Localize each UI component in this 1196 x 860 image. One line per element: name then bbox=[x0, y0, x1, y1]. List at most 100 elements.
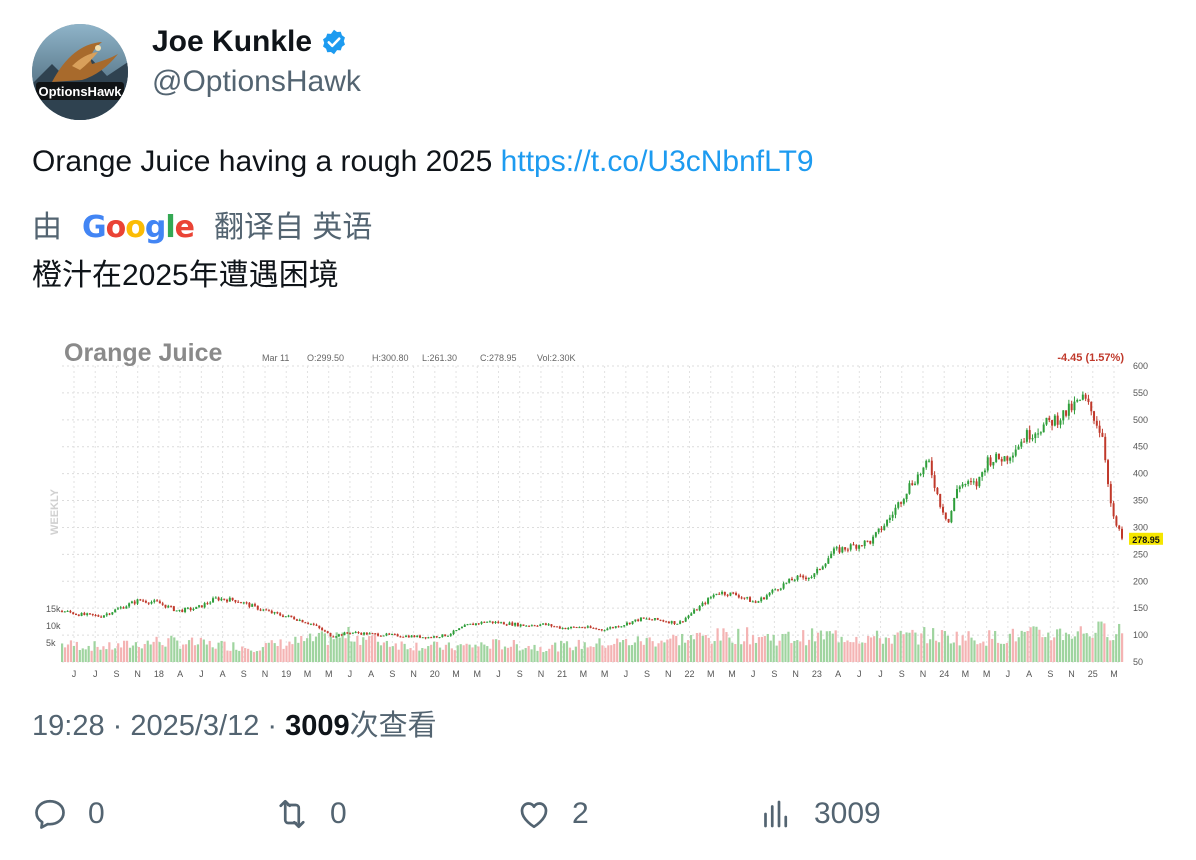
x-tick-label: J bbox=[1006, 669, 1011, 679]
chart-image[interactable]: 600 550 500 450 400 350 300 250 200 150 100 50 J J S N 1… bbox=[32, 332, 1164, 684]
volume-bar bbox=[825, 631, 828, 662]
candle-body bbox=[556, 626, 559, 628]
candle-body bbox=[852, 544, 855, 546]
volume-bar bbox=[1047, 632, 1050, 662]
volume-bar bbox=[371, 635, 374, 662]
candle-body bbox=[449, 634, 452, 636]
x-tick-label: N bbox=[792, 669, 799, 679]
volume-bar bbox=[754, 642, 758, 662]
volume-bar bbox=[689, 635, 693, 662]
x-tick-label: M bbox=[728, 669, 736, 679]
candle-body bbox=[1062, 410, 1065, 421]
like-button[interactable]: 2 bbox=[516, 794, 589, 834]
x-tick-label: A bbox=[177, 669, 183, 679]
volume-bar bbox=[128, 647, 132, 662]
candle-body bbox=[589, 626, 592, 628]
google-letter: o bbox=[125, 210, 146, 245]
retweet-button[interactable]: 0 bbox=[274, 794, 347, 834]
chart-info-high: H:300.80 bbox=[372, 353, 409, 363]
volume-bar bbox=[557, 651, 560, 662]
volume-bar bbox=[790, 643, 793, 662]
volume-bar bbox=[93, 641, 96, 662]
candle-body bbox=[418, 635, 421, 638]
volume-bar bbox=[622, 640, 625, 662]
candle-body bbox=[737, 595, 740, 598]
x-tick-label: J bbox=[878, 669, 883, 679]
candle-body bbox=[972, 481, 975, 483]
views-button[interactable]: 3009 bbox=[758, 794, 881, 834]
volume-bar bbox=[492, 639, 495, 662]
volume-bar bbox=[338, 637, 341, 662]
volume-bar bbox=[716, 628, 719, 662]
reply-button[interactable]: 0 bbox=[32, 794, 105, 834]
candle-body bbox=[528, 625, 531, 627]
candle-body bbox=[933, 475, 936, 488]
volume-bar bbox=[852, 642, 855, 662]
candle-body bbox=[256, 605, 259, 610]
candle-body bbox=[1011, 455, 1014, 458]
avatar[interactable]: OptionsHawk bbox=[32, 24, 128, 120]
volume-bar bbox=[1073, 636, 1076, 662]
candle-body bbox=[955, 489, 958, 499]
author-name[interactable]: Joe Kunkle bbox=[152, 24, 348, 60]
volume-bar bbox=[994, 630, 997, 662]
volume-bar bbox=[444, 644, 448, 662]
volume-bar bbox=[497, 640, 501, 662]
volume-bar bbox=[202, 639, 205, 662]
candle-body bbox=[768, 592, 771, 596]
candle-body bbox=[564, 627, 567, 630]
volume-bar bbox=[775, 645, 778, 662]
volume-bar bbox=[946, 635, 949, 662]
volume-bar bbox=[108, 642, 111, 662]
volume-bar bbox=[574, 646, 577, 662]
volume-bar bbox=[982, 641, 985, 662]
volume-bar bbox=[261, 647, 264, 662]
tweet-link[interactable]: https://t.co/U3cNbnfLT9 bbox=[500, 145, 814, 178]
volume-bar bbox=[592, 646, 595, 662]
candle-body bbox=[198, 605, 201, 607]
y-tick-label: 150 bbox=[1133, 603, 1148, 613]
candle-body bbox=[477, 623, 480, 625]
candle-body bbox=[544, 623, 547, 625]
candle-body bbox=[446, 635, 449, 637]
volume-bar bbox=[190, 637, 194, 662]
volume-bar bbox=[1106, 637, 1109, 662]
volume-bar bbox=[1017, 637, 1020, 662]
volume-bar bbox=[1002, 643, 1006, 662]
chart-info-date: Mar 11 bbox=[262, 353, 289, 363]
candle-body bbox=[147, 602, 150, 604]
volume-bar bbox=[379, 645, 383, 662]
candle-body bbox=[144, 600, 147, 603]
candle-body bbox=[964, 484, 967, 486]
volume-bar bbox=[329, 636, 332, 662]
volume-bar bbox=[276, 645, 279, 662]
volume-bar bbox=[359, 644, 362, 662]
volume-bar bbox=[810, 628, 814, 662]
x-tick-label: 22 bbox=[685, 669, 695, 679]
author-handle[interactable]: @OptionsHawk bbox=[152, 65, 361, 98]
volume-bar bbox=[657, 643, 660, 662]
volume-bar bbox=[719, 640, 722, 662]
y-tick-label: 500 bbox=[1133, 415, 1148, 425]
volume-bar bbox=[137, 647, 140, 662]
candle-body bbox=[150, 601, 153, 604]
x-tick-label: N bbox=[920, 669, 927, 679]
volume-bar bbox=[453, 650, 456, 662]
volume-bar bbox=[438, 647, 442, 662]
volume-bar bbox=[899, 630, 902, 662]
candle-body bbox=[821, 566, 824, 570]
candle-body bbox=[519, 624, 522, 627]
volume-bar bbox=[707, 637, 710, 662]
volume-bar bbox=[78, 649, 81, 662]
volume-bar bbox=[267, 642, 270, 662]
volume-bar bbox=[294, 636, 297, 662]
x-tick-label: S bbox=[899, 669, 905, 679]
avatar-text: OptionsHawk bbox=[38, 84, 122, 99]
tweet-timestamp[interactable]: 19:28 · 2025/3/12 · bbox=[32, 710, 286, 742]
x-tick-label: S bbox=[241, 669, 247, 679]
candle-body bbox=[136, 599, 139, 604]
x-tick-label: 19 bbox=[281, 669, 291, 679]
candle-body bbox=[525, 625, 528, 627]
x-tick-label: 24 bbox=[939, 669, 949, 679]
candle-body bbox=[435, 636, 438, 638]
